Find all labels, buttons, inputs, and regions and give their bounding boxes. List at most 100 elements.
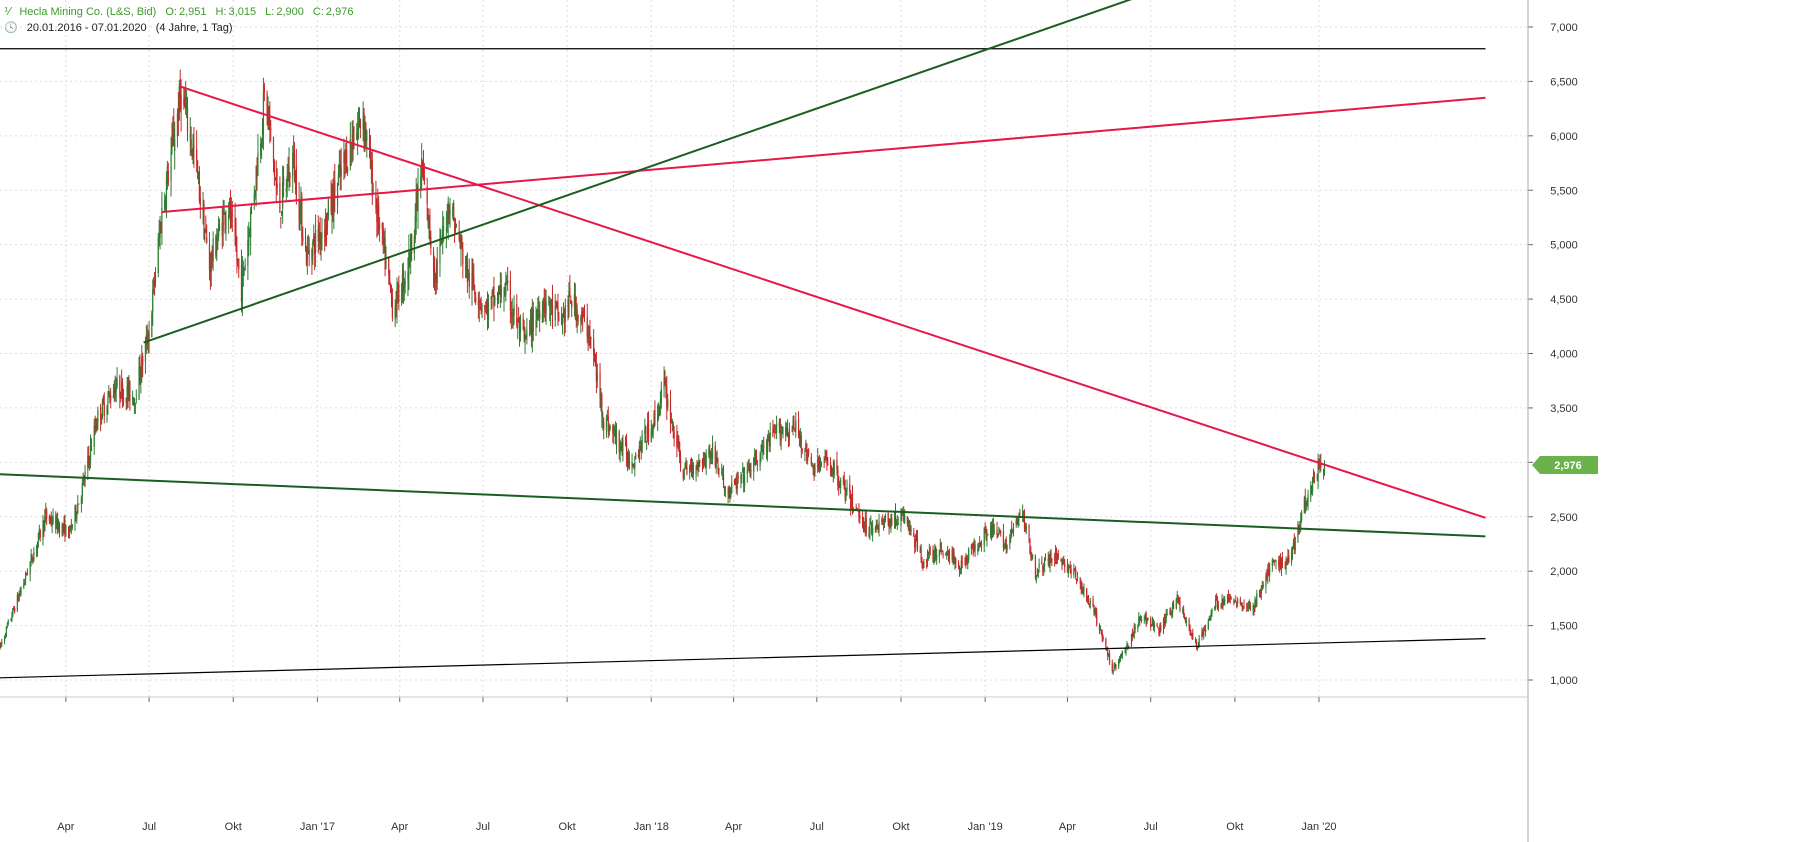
candle-body <box>563 315 565 323</box>
candle-body <box>1022 512 1025 515</box>
close-label: C: <box>312 6 324 18</box>
candle-body <box>218 223 220 238</box>
x-tick-label: Jan '17 <box>300 821 335 833</box>
candle-body <box>664 380 666 384</box>
candle-body <box>1297 522 1299 539</box>
candle-body <box>499 284 501 296</box>
candle-body <box>557 303 559 315</box>
candle-body <box>461 237 463 246</box>
candle-body <box>530 321 533 337</box>
candle-body <box>122 394 125 404</box>
candle-body <box>1184 620 1187 622</box>
candle-body <box>691 462 694 477</box>
candle-body <box>794 428 796 432</box>
candle-body <box>788 429 790 440</box>
candle-body <box>575 305 577 322</box>
candle-body <box>874 528 876 531</box>
candle-body <box>1286 560 1288 563</box>
candle-body <box>831 468 833 472</box>
candle-body <box>446 221 448 225</box>
candle-body <box>506 280 508 283</box>
candle-body <box>1121 651 1123 656</box>
candle-body <box>1267 569 1269 578</box>
candle-body <box>513 305 515 316</box>
candle-body <box>1147 619 1149 621</box>
candle-body <box>701 459 704 464</box>
candle-body <box>1294 537 1296 551</box>
candle-body <box>230 212 233 222</box>
candle-body <box>733 482 736 484</box>
candle-body <box>1306 502 1308 505</box>
candle-body <box>676 434 678 447</box>
candle-body <box>1081 588 1083 593</box>
candle-body <box>4 636 7 638</box>
candle-body <box>198 171 201 201</box>
candle-body <box>158 236 160 238</box>
candle-body <box>638 445 640 461</box>
candle-body <box>398 284 400 302</box>
candle-body <box>699 459 701 462</box>
candle-body <box>1192 633 1194 640</box>
candle-body <box>1248 604 1251 607</box>
candle-body <box>455 225 458 227</box>
candle-body <box>1044 559 1047 561</box>
candle-body <box>332 193 334 215</box>
candle-body <box>865 517 867 534</box>
candle-body <box>970 546 973 550</box>
low-label: L: <box>265 6 275 18</box>
candle-body <box>1159 625 1161 635</box>
candle-body <box>107 398 109 406</box>
candles <box>0 69 1326 675</box>
candle-body <box>45 511 47 515</box>
candle-body <box>179 82 181 98</box>
candle-body <box>359 119 361 128</box>
candle-body <box>225 216 227 229</box>
candle-body <box>370 160 372 170</box>
candle-body <box>153 280 155 286</box>
candle-body <box>102 396 104 404</box>
candle-body <box>554 305 556 320</box>
candle-body <box>421 164 424 173</box>
candle-body <box>709 448 711 459</box>
candle-body <box>477 299 479 306</box>
candle-body <box>1216 600 1219 608</box>
candle-body <box>453 202 455 221</box>
candle-body <box>142 356 144 366</box>
candle-body <box>1299 526 1301 528</box>
y-tick-label: 4,000 <box>1550 349 1578 361</box>
candle-body <box>293 152 295 160</box>
candle-body <box>454 222 457 229</box>
candle-body <box>600 396 602 401</box>
candle-body <box>948 551 951 564</box>
candle-body <box>480 306 482 308</box>
candle-body <box>473 276 475 288</box>
candle-body <box>669 399 672 423</box>
candle-body <box>1230 598 1232 600</box>
candle-body <box>23 583 25 588</box>
candle-body <box>390 287 393 299</box>
candle-body <box>589 333 591 337</box>
candle-body <box>1291 546 1294 554</box>
candle-body <box>1144 614 1146 618</box>
x-tick-label: Jan '20 <box>1301 821 1336 833</box>
candle-body <box>75 506 77 517</box>
candle-body <box>1278 560 1280 567</box>
candle-body <box>294 171 297 184</box>
candle-body <box>1028 524 1030 538</box>
candle-body <box>472 269 474 281</box>
candle-body <box>833 462 835 476</box>
candle-body <box>507 280 509 284</box>
candle-body <box>946 552 948 555</box>
candle-body <box>1016 517 1018 524</box>
candle-body <box>1064 563 1066 568</box>
candle-body <box>561 314 563 324</box>
candle-body <box>1165 613 1167 619</box>
candle-body <box>1145 612 1147 624</box>
candle-body <box>607 415 609 433</box>
candle-body <box>862 523 865 529</box>
candle-body <box>545 301 547 314</box>
candle-body <box>1221 600 1223 607</box>
candle-body <box>1183 616 1186 619</box>
candle-body <box>1259 591 1262 594</box>
